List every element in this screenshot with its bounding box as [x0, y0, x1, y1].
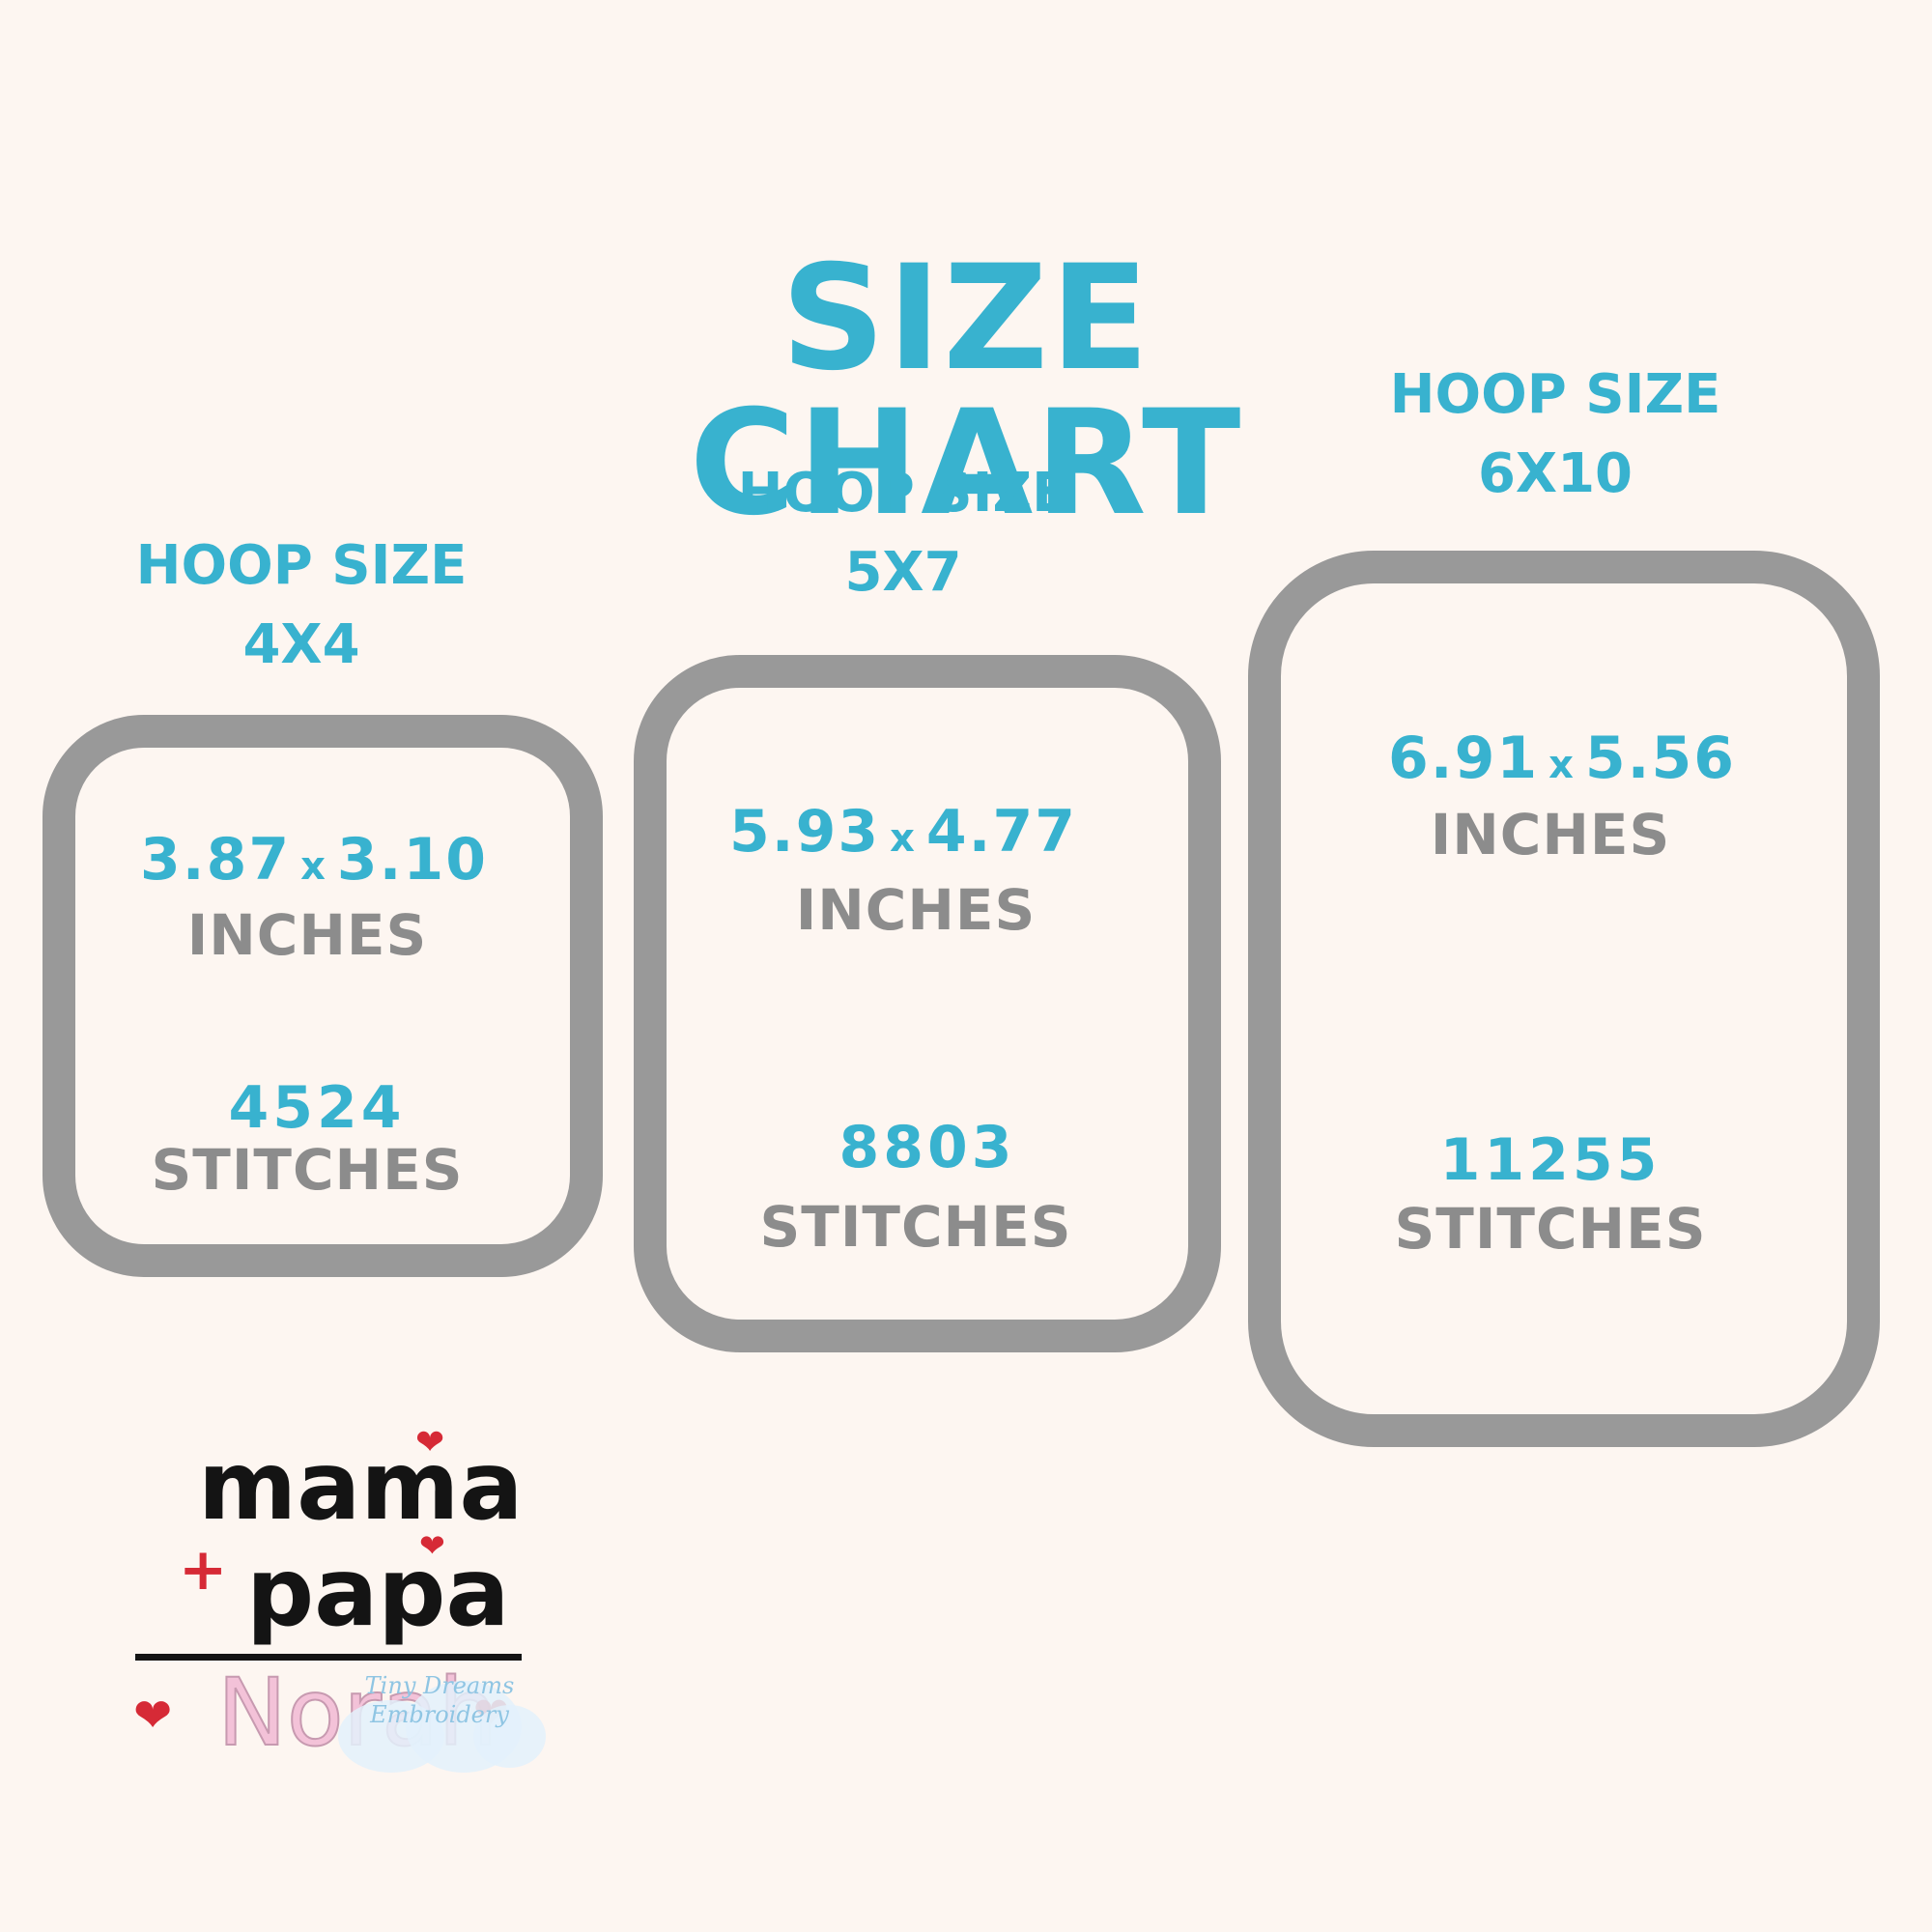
heart-icon: ❤ [133, 1689, 173, 1743]
hoop-size-value: 5X7 [844, 541, 962, 604]
design-plus-sign: + [179, 1536, 228, 1604]
hoop-size-caption: HOOP SIZE [1389, 363, 1721, 426]
dimension-unit: INCHES [795, 877, 1037, 943]
hoop-size-caption: HOOP SIZE [135, 534, 468, 597]
watermark-logo: Tiny Dreams Embroidery [328, 1662, 551, 1777]
stitch-count-label: STITCHES [1394, 1196, 1707, 1262]
design-divider-line [135, 1654, 522, 1661]
hoop-label-5x7: HOOP SIZE 5X7 [710, 454, 1096, 612]
hoop-label-6x10: HOOP SIZE 6X10 [1362, 355, 1748, 514]
stitch-count-label: STITCHES [759, 1194, 1072, 1260]
stitch-count: 11255 [1439, 1126, 1662, 1194]
watermark-cloud [473, 1705, 546, 1768]
hoop-size-caption: HOOP SIZE [737, 462, 1069, 525]
watermark-text: Tiny Dreams Embroidery [364, 1672, 515, 1728]
design-dimensions: 5.93 x 4.77 [729, 798, 1077, 866]
design-text-papa: papa [246, 1538, 510, 1648]
hoop-label-4x4: HOOP SIZE 4X4 [108, 526, 495, 685]
design-dimensions: 3.87 x 3.10 [140, 826, 488, 894]
hoop-frame-4x4 [43, 715, 603, 1277]
dimension-unit: INCHES [186, 902, 428, 968]
stitch-count-label: STITCHES [151, 1137, 464, 1203]
design-text-mama: mama [198, 1432, 524, 1542]
dimension-unit: INCHES [1430, 802, 1671, 867]
stitch-count: 8803 [838, 1114, 1016, 1181]
stitch-count: 4524 [228, 1074, 406, 1142]
design-dimensions: 6.91 x 5.56 [1388, 724, 1736, 792]
hoop-frame-5x7 [634, 655, 1221, 1352]
hoop-size-value: 4X4 [242, 613, 360, 676]
heart-icon: ❤ [419, 1527, 445, 1564]
hoop-frame-6x10 [1248, 551, 1880, 1447]
page-title: SIZE CHART [689, 235, 1243, 548]
heart-icon: ❤ [415, 1423, 445, 1463]
hoop-size-value: 6X10 [1477, 442, 1634, 505]
